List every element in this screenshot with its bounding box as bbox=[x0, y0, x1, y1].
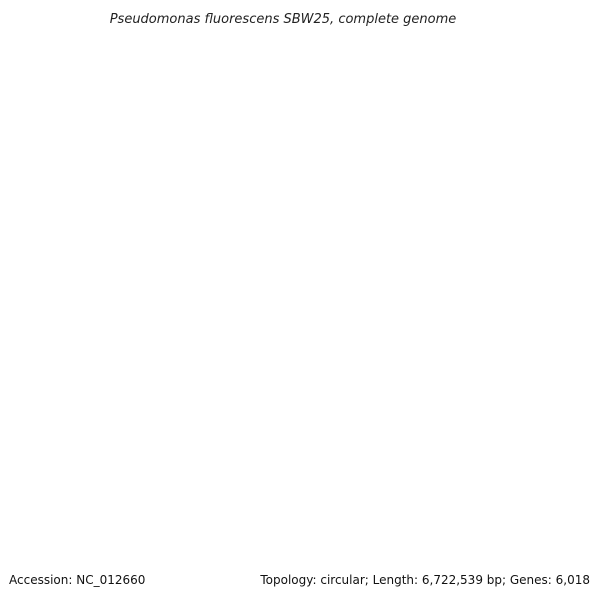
map-title: Pseudomonas fluorescens SBW25, complete … bbox=[110, 12, 457, 27]
topology-text: Topology: circular; Length: 6,722,539 bp… bbox=[260, 573, 590, 587]
accession-text: Accession: NC_012660 bbox=[9, 573, 146, 587]
